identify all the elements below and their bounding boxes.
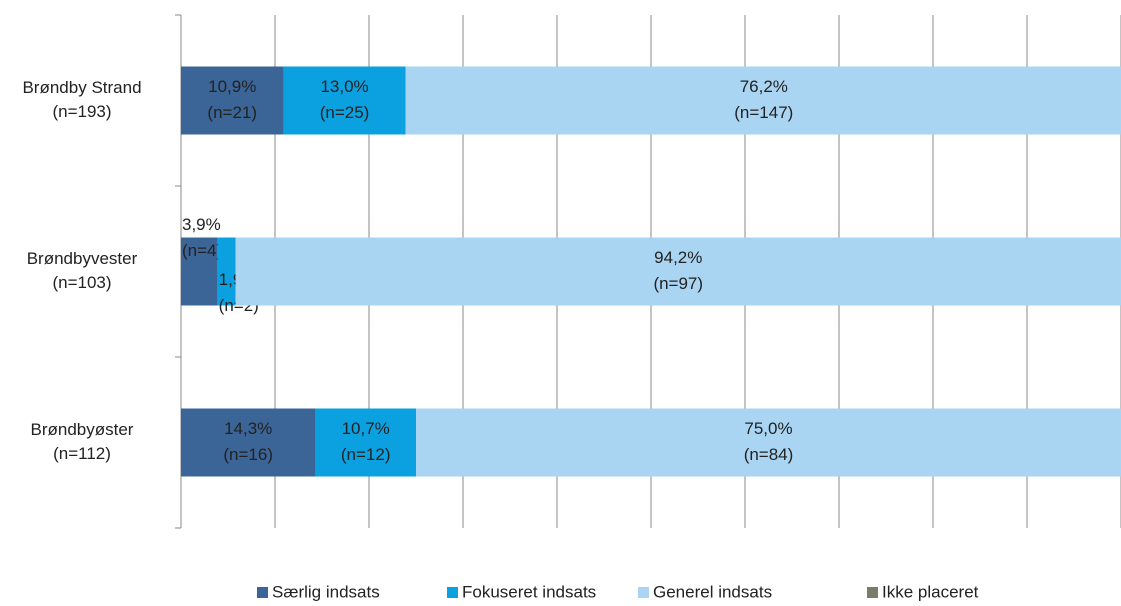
data-label: 13,0% — [320, 77, 368, 96]
data-label: (n=4) — [182, 241, 222, 260]
legend-label: Særlig indsats — [272, 582, 380, 601]
bar-segment — [181, 66, 284, 135]
data-label: 3,9% — [182, 215, 221, 234]
bar-segment — [217, 237, 236, 306]
legend-swatch — [867, 587, 878, 598]
y-tick-label: (n=103) — [52, 273, 111, 292]
data-label: 14,3% — [224, 419, 272, 438]
data-label: (n=84) — [744, 445, 794, 464]
legend-label: Fokuseret indsats — [462, 582, 596, 601]
data-label: (n=97) — [653, 274, 703, 293]
data-label: 94,2% — [654, 248, 702, 267]
y-tick-label: (n=112) — [53, 444, 111, 463]
data-label: (n=12) — [341, 445, 391, 464]
y-tick-label: Brøndbyvester — [27, 249, 138, 268]
legend-swatch — [257, 587, 268, 598]
legend-label: Ikke placeret — [882, 582, 979, 601]
bar-segment — [283, 66, 406, 135]
data-label: 75,0% — [744, 419, 792, 438]
y-tick-label: (n=193) — [52, 102, 111, 121]
bar-segment — [315, 408, 416, 477]
data-label: (n=147) — [734, 103, 793, 122]
bar-segment — [416, 408, 1121, 477]
bar-segment — [181, 237, 218, 306]
legend-swatch — [447, 587, 458, 598]
bar-segment — [235, 237, 1121, 306]
legend-label: Generel indsats — [653, 582, 772, 601]
bar-segment — [181, 408, 316, 477]
legend-swatch — [638, 587, 649, 598]
data-label: (n=25) — [320, 103, 370, 122]
data-label: 10,7% — [342, 419, 390, 438]
data-label: 76,2% — [740, 77, 788, 96]
y-tick-label: Brøndbyøster — [31, 420, 134, 439]
data-label: (n=21) — [207, 103, 257, 122]
y-tick-label: Brøndby Strand — [22, 78, 141, 97]
data-label: 10,9% — [208, 77, 256, 96]
bar-segment — [405, 66, 1121, 135]
data-label: (n=16) — [223, 445, 273, 464]
